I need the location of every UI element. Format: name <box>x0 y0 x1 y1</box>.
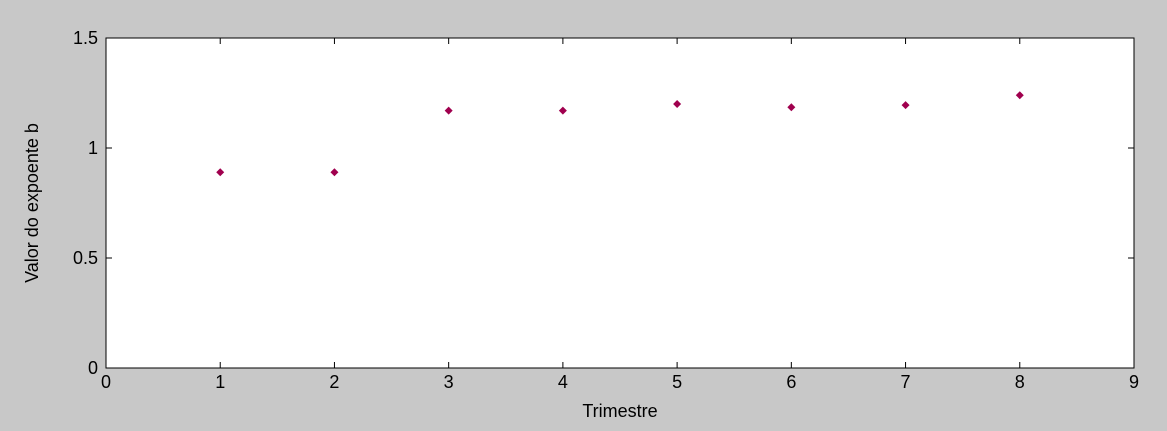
y-tick-label: 0.5 <box>73 248 98 268</box>
y-tick-label: 1 <box>88 138 98 158</box>
x-tick-label: 0 <box>101 372 111 392</box>
x-tick-label: 7 <box>901 372 911 392</box>
x-tick-label: 3 <box>444 372 454 392</box>
x-tick-label: 8 <box>1015 372 1025 392</box>
x-tick-label: 9 <box>1129 372 1139 392</box>
x-tick-label: 6 <box>786 372 796 392</box>
data-point <box>673 100 682 108</box>
data-point <box>444 106 453 115</box>
x-tick-label: 4 <box>558 372 568 392</box>
x-axis-label: Trimestre <box>582 401 657 421</box>
x-tick-label: 5 <box>672 372 682 392</box>
data-points <box>216 91 1024 177</box>
data-point <box>558 106 567 115</box>
axis-ticks: 0 1 2 3 4 5 6 7 8 9 0 0.5 1 1.5 <box>73 28 1139 392</box>
y-tick-label: 1.5 <box>73 28 98 48</box>
data-point <box>901 101 910 110</box>
x-tick-label: 2 <box>329 372 339 392</box>
x-tick-label: 1 <box>215 372 225 392</box>
data-point <box>216 168 225 177</box>
y-axis-label: Valor do expoente b <box>22 123 42 283</box>
data-point <box>787 103 796 112</box>
data-point <box>1015 91 1024 100</box>
data-point <box>330 168 339 177</box>
y-tick-label: 0 <box>88 358 98 378</box>
plot-area <box>105 37 1135 369</box>
